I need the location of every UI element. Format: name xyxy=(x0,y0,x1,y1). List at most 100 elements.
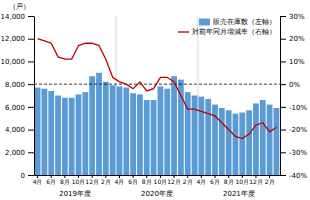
y2-tick-label: -30% xyxy=(289,149,307,157)
group-label: 2019年度 xyxy=(59,190,91,198)
bar xyxy=(192,96,198,176)
y-tick: 14,000 xyxy=(1,13,35,21)
y-axis-title: （戸） xyxy=(9,3,30,11)
bar xyxy=(246,110,252,175)
bar xyxy=(198,97,204,175)
y-tick-mark xyxy=(28,16,34,17)
y2-tick-mark xyxy=(280,16,286,17)
bar xyxy=(103,82,109,175)
bar xyxy=(82,92,88,175)
legend-item: 対前年同月増減率（右軸） xyxy=(178,27,276,36)
y-tick-mark xyxy=(28,84,34,85)
y2-tick-mark xyxy=(280,84,286,85)
y2-tick: -10% xyxy=(280,104,307,112)
y-tick-label: 8,000 xyxy=(5,81,25,89)
x-tick-label: 4月 xyxy=(196,178,206,185)
y2-tick-label: 30% xyxy=(289,13,305,21)
bar xyxy=(178,80,184,175)
bar xyxy=(110,85,116,175)
y-axis: 02,0004,0006,0008,00010,00012,00014,000 xyxy=(1,13,35,180)
y-tick: 4,000 xyxy=(5,126,34,134)
y-tick: 6,000 xyxy=(5,104,34,112)
x-tick: 4月 xyxy=(33,175,43,185)
group-label: 2020年度 xyxy=(141,190,173,198)
bar xyxy=(253,103,259,175)
bar xyxy=(76,94,82,175)
y2-tick-mark xyxy=(280,175,286,176)
y2-tick: 10% xyxy=(280,58,305,66)
bar xyxy=(42,89,48,175)
bar xyxy=(35,88,41,175)
bar xyxy=(151,100,157,175)
y2-tick-label: -20% xyxy=(289,126,307,134)
y2-tick-label: -10% xyxy=(289,104,307,112)
y2-tick-mark xyxy=(280,152,286,153)
bar xyxy=(219,108,225,175)
x-tick-label: 2月 xyxy=(101,178,111,185)
y-tick-label: 2,000 xyxy=(5,149,25,157)
legend-label: 対前年同月増減率（右軸） xyxy=(192,27,276,36)
y-tick-mark xyxy=(28,152,34,153)
bar xyxy=(55,96,61,176)
x-tick: 2月 xyxy=(101,175,111,185)
y2-axis-line xyxy=(280,17,281,176)
x-tick-label: 2月 xyxy=(265,178,275,185)
y2-tick: -30% xyxy=(280,149,307,157)
x-tick: 2月 xyxy=(265,175,275,185)
y2-tick-mark xyxy=(280,39,286,40)
y2-tick: 30% xyxy=(280,13,305,21)
x-tick: 10月 xyxy=(154,175,168,185)
group-labels: 2019年度2020年度2021年度 xyxy=(59,190,255,198)
x-tick: 8月 xyxy=(60,175,70,185)
y-tick-mark xyxy=(28,107,34,108)
x-tick-label: 4月 xyxy=(33,178,43,185)
x-tick-label: 12月 xyxy=(249,178,263,185)
y-tick-label: 10,000 xyxy=(1,58,26,66)
bar xyxy=(267,105,273,175)
x-tick-label: 8月 xyxy=(224,178,234,185)
x-tick: 6月 xyxy=(210,175,220,185)
bar xyxy=(96,73,102,175)
x-tick-label: 10月 xyxy=(154,178,168,185)
y-tick-mark xyxy=(28,61,34,62)
group-separator xyxy=(116,16,117,175)
y-tick: 2,000 xyxy=(5,149,34,157)
y-tick-mark xyxy=(28,130,34,131)
legend-swatch xyxy=(199,19,210,26)
x-tick: 6月 xyxy=(128,175,138,185)
x-tick: 4月 xyxy=(196,175,206,185)
bar xyxy=(117,86,123,175)
bar xyxy=(171,76,177,175)
y2-tick-mark xyxy=(280,61,286,62)
y-axis-line xyxy=(34,17,35,176)
bar xyxy=(158,86,164,175)
x-tick-label: 8月 xyxy=(142,178,152,185)
x-tick: 10月 xyxy=(235,175,249,185)
y-tick-label: 0 xyxy=(21,172,25,180)
x-tick: 2月 xyxy=(183,175,193,185)
bar xyxy=(233,114,239,175)
bar xyxy=(48,91,54,175)
x-tick-label: 8月 xyxy=(60,178,70,185)
y2-tick: 0% xyxy=(280,81,300,89)
x-axis: 4月6月8月10月12月2月4月6月8月10月12月2月4月6月8月10月12月… xyxy=(33,175,281,185)
x-tick: 4月 xyxy=(115,175,125,185)
x-tick-label: 4月 xyxy=(115,178,125,185)
y-tick: 10,000 xyxy=(1,58,35,66)
legend-item: 販売在庫数（左軸） xyxy=(199,18,276,26)
x-tick: 12月 xyxy=(249,175,263,185)
group-separators xyxy=(116,16,198,175)
y-tick-label: 14,000 xyxy=(1,13,26,21)
y2-tick-mark xyxy=(280,107,286,108)
marks xyxy=(34,39,280,175)
bar xyxy=(123,88,129,175)
y2-tick-label: 10% xyxy=(289,58,305,66)
x-tick-label: 6月 xyxy=(46,178,56,185)
plot: 02,0004,0006,0008,00010,00012,00014,000-… xyxy=(1,3,308,198)
x-tick: 6月 xyxy=(46,175,56,185)
bar xyxy=(260,100,266,175)
chart: 02,0004,0006,0008,00010,00012,00014,000-… xyxy=(0,0,310,200)
legend-label: 販売在庫数（左軸） xyxy=(213,18,276,26)
y2-tick-label: 20% xyxy=(289,35,305,43)
bar xyxy=(137,94,143,175)
